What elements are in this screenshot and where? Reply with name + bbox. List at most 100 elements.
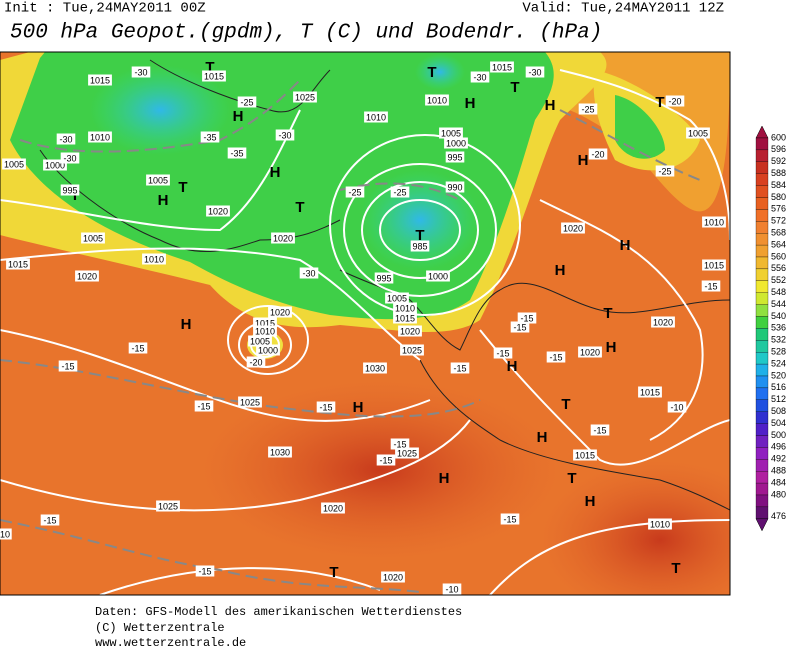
- colorbar-cell: [755, 256, 769, 270]
- isobars: [0, 69, 730, 595]
- contour-label: 1000: [258, 345, 278, 355]
- label-box: [648, 518, 672, 530]
- label-box: [573, 449, 597, 461]
- pressure-center: H: [465, 95, 476, 112]
- colorbar-label: 592: [771, 156, 786, 166]
- label-box: [426, 270, 450, 282]
- colorbar-label: 532: [771, 335, 786, 345]
- contour-label: 1015: [395, 313, 415, 323]
- pressure-center: T: [510, 79, 519, 96]
- label-box: [701, 280, 721, 292]
- label-box: [142, 253, 166, 265]
- pressure-center: H: [537, 429, 548, 446]
- contour-label: -10: [670, 402, 683, 412]
- contour-label: 1025: [240, 397, 260, 407]
- label-box: [56, 133, 76, 145]
- contour-label: 1010: [650, 519, 670, 529]
- label-box: [525, 66, 545, 78]
- contour-label: 1010: [704, 217, 724, 227]
- label-box: [58, 360, 78, 372]
- colorbar-cell: [755, 328, 769, 341]
- label-box: [0, 528, 12, 540]
- colorbar-label: 568: [771, 228, 786, 238]
- label-box: [238, 396, 262, 408]
- label-box: [88, 74, 112, 86]
- colorbar-label: 476: [771, 511, 786, 521]
- contour-label: -30: [528, 67, 541, 77]
- label-box: [655, 165, 675, 177]
- label-box: [667, 401, 687, 413]
- colorbar-label: 500: [771, 430, 786, 440]
- colorbar-cell: [755, 185, 769, 198]
- label-box: [316, 401, 336, 413]
- pressure-center: T: [427, 64, 436, 81]
- label-box: [445, 151, 465, 163]
- contour-label: -25: [393, 187, 406, 197]
- label-box: [390, 186, 410, 198]
- contour-label: 1010: [427, 95, 447, 105]
- pressure-center: T: [603, 305, 612, 322]
- cold-core: [90, 65, 230, 155]
- label-box: [510, 321, 530, 333]
- label-box: [364, 111, 388, 123]
- colorbar-cell: [755, 387, 769, 400]
- contour-label: -20: [591, 149, 604, 159]
- contour-label: 1015: [90, 75, 110, 85]
- cold-field: [615, 95, 665, 159]
- label-box: [400, 344, 424, 356]
- label-box: [376, 454, 396, 466]
- colorbar-cell: [755, 209, 769, 222]
- label-box: [2, 158, 26, 170]
- label-box: [702, 216, 726, 228]
- colorbar-label: 508: [771, 406, 786, 416]
- contour-label: 1030: [270, 447, 290, 457]
- colorbar-cell: [755, 411, 769, 424]
- colorbar-label: 576: [771, 204, 786, 214]
- pressure-center: T: [329, 564, 338, 581]
- colorbar-label: 512: [771, 394, 786, 404]
- contour-label: 1005: [83, 233, 103, 243]
- contour-label: -15: [393, 439, 406, 449]
- colorbar-cell: [755, 173, 769, 186]
- contour-label: 1010: [366, 112, 386, 122]
- label-box: [665, 95, 685, 107]
- label-box: [128, 342, 148, 354]
- colorbar-cell: [755, 482, 769, 496]
- label-box: [561, 222, 585, 234]
- contour-label: 1005: [387, 293, 407, 303]
- map-frame: [0, 51, 731, 596]
- valid-time: Valid: Tue,24MAY2011 12Z: [522, 1, 724, 17]
- colorbar-cell: [755, 292, 769, 305]
- contour-label: 1000: [428, 271, 448, 281]
- contour-label: 1005: [441, 128, 461, 138]
- warm-core: [540, 460, 730, 595]
- contour-label: 1025: [295, 92, 315, 102]
- colorbar-cell: [755, 399, 769, 412]
- colorbar-cap: [755, 125, 769, 139]
- contour-label: 1010: [144, 254, 164, 264]
- colorbar-label: 556: [771, 263, 786, 273]
- contour-label: 1020: [208, 206, 228, 216]
- contour-label: 1020: [653, 317, 673, 327]
- pressure-center: T: [567, 470, 576, 487]
- contour-label: -15: [319, 402, 332, 412]
- colorbar-label: 588: [771, 168, 786, 178]
- label-box: [299, 267, 319, 279]
- label-box: [546, 351, 566, 363]
- label-box: [271, 232, 295, 244]
- colorbar-cell: [755, 435, 769, 448]
- label-box: [43, 159, 67, 171]
- contour-label: -30: [59, 134, 72, 144]
- colorbar-cell: [755, 316, 769, 329]
- contour-label: 1015: [704, 260, 724, 270]
- label-box: [40, 514, 60, 526]
- label-box: [410, 240, 430, 252]
- colorbar-cell: [755, 268, 769, 281]
- label-box: [398, 325, 422, 337]
- pressure-center: T: [655, 94, 664, 111]
- label-box: [390, 438, 410, 450]
- pressure-center: T: [178, 179, 187, 196]
- label-box: [442, 583, 462, 595]
- colorbar-cell: [755, 375, 769, 389]
